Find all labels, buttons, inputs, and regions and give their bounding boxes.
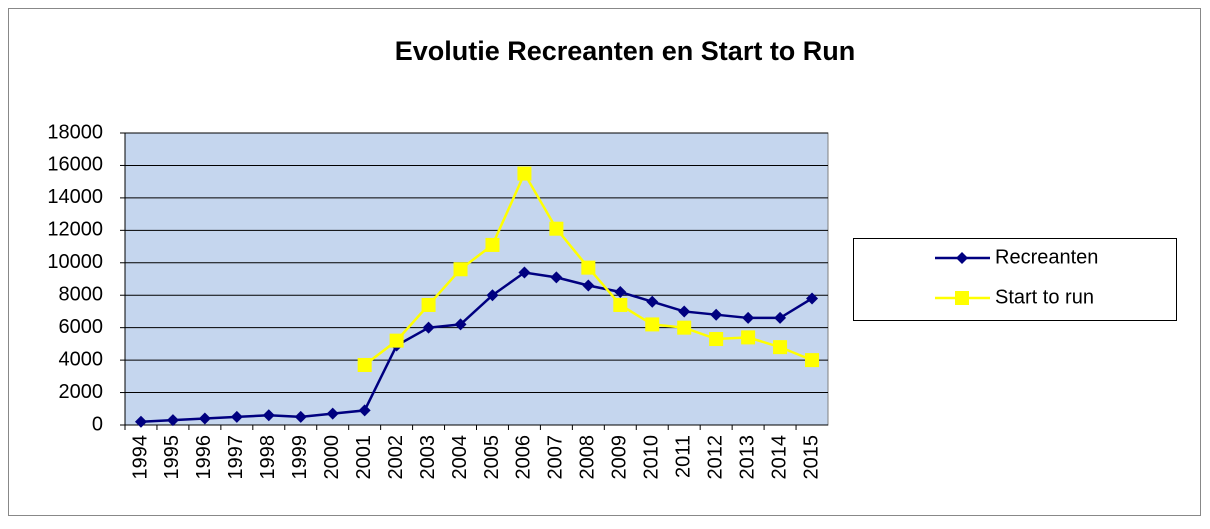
data-point bbox=[357, 357, 372, 372]
x-tick-label: 2006 bbox=[513, 435, 535, 480]
chart-title: Evolutie Recreanten en Start to Run bbox=[395, 36, 856, 66]
data-point bbox=[454, 318, 467, 331]
x-tick-label: 2004 bbox=[449, 435, 471, 480]
data-point bbox=[389, 333, 404, 348]
data-point bbox=[742, 311, 755, 324]
legend: Recreanten Start to run bbox=[853, 238, 1177, 321]
y-tick-label: 6000 bbox=[59, 316, 104, 338]
x-tick-label: 2015 bbox=[800, 435, 822, 480]
data-point bbox=[581, 260, 596, 275]
x-tick-label: 2010 bbox=[641, 435, 663, 480]
y-tick-label: 16000 bbox=[47, 154, 103, 176]
data-point bbox=[134, 415, 147, 428]
legend-marker bbox=[956, 252, 968, 264]
x-tick-label: 1999 bbox=[289, 435, 311, 480]
x-tick-label: 2005 bbox=[481, 435, 503, 480]
data-point bbox=[358, 404, 371, 417]
x-tick-label: 1996 bbox=[193, 435, 215, 480]
data-point bbox=[294, 410, 307, 423]
data-point bbox=[230, 410, 243, 423]
x-tick-label: 2013 bbox=[736, 435, 758, 480]
legend-label: Start to run bbox=[995, 286, 1094, 308]
x-tick-label: 1998 bbox=[257, 435, 279, 480]
data-point bbox=[421, 297, 436, 312]
data-point bbox=[549, 221, 564, 236]
data-point bbox=[677, 320, 692, 335]
x-tick-label: 2014 bbox=[768, 435, 790, 480]
series-line bbox=[140, 271, 813, 424]
data-point bbox=[166, 414, 179, 427]
plot-background bbox=[124, 132, 829, 426]
y-tick-label: 8000 bbox=[59, 284, 104, 306]
data-point bbox=[806, 292, 819, 305]
x-tick-label: 2000 bbox=[321, 435, 343, 480]
data-point bbox=[678, 305, 691, 318]
y-tick-label: 0 bbox=[92, 413, 103, 435]
data-point bbox=[517, 166, 532, 181]
data-point bbox=[453, 262, 468, 277]
x-tick-label: 1997 bbox=[225, 435, 247, 480]
data-point bbox=[741, 330, 756, 345]
data-point bbox=[518, 266, 531, 279]
data-point bbox=[582, 279, 595, 292]
data-point bbox=[614, 285, 627, 298]
x-tick-label: 2012 bbox=[704, 435, 726, 480]
data-point bbox=[773, 340, 788, 355]
y-tick-label: 4000 bbox=[59, 348, 104, 370]
data-point bbox=[326, 407, 339, 420]
legend-label: Recreanten bbox=[995, 246, 1098, 268]
data-point bbox=[646, 295, 659, 308]
plot-area: 0 2000 4000 6000 8000 10000 12000 14000 16000 180… bbox=[47, 121, 829, 480]
data-point bbox=[422, 321, 435, 334]
data-point bbox=[645, 317, 660, 332]
data-point bbox=[710, 308, 723, 321]
x-tick-label: 2003 bbox=[417, 435, 439, 480]
data-point bbox=[262, 409, 275, 422]
y-tick-label: 10000 bbox=[47, 251, 103, 273]
y-tick-label: 18000 bbox=[47, 121, 103, 143]
y-tick-label: 14000 bbox=[47, 186, 103, 208]
x-tick-label: 1994 bbox=[129, 435, 151, 480]
y-tick-label: 2000 bbox=[59, 381, 104, 403]
data-point bbox=[805, 353, 820, 368]
data-point bbox=[198, 412, 211, 425]
data-point bbox=[613, 297, 628, 312]
data-point bbox=[550, 271, 563, 284]
y-tick-label: 12000 bbox=[47, 219, 103, 241]
data-point bbox=[485, 237, 500, 252]
x-tick-label: 2008 bbox=[577, 435, 599, 480]
data-point bbox=[709, 332, 724, 347]
legend-marker bbox=[955, 291, 969, 305]
x-tick-label: 2007 bbox=[545, 435, 567, 480]
x-tick-label: 2001 bbox=[353, 435, 375, 480]
x-tick-label: 2009 bbox=[609, 435, 631, 480]
x-tick-label: 1995 bbox=[161, 435, 183, 480]
x-tick-label: 2011 bbox=[672, 435, 694, 478]
data-point bbox=[486, 289, 499, 302]
data-point bbox=[774, 311, 787, 324]
legend-box bbox=[853, 238, 1177, 321]
x-tick-label: 2002 bbox=[385, 435, 407, 480]
